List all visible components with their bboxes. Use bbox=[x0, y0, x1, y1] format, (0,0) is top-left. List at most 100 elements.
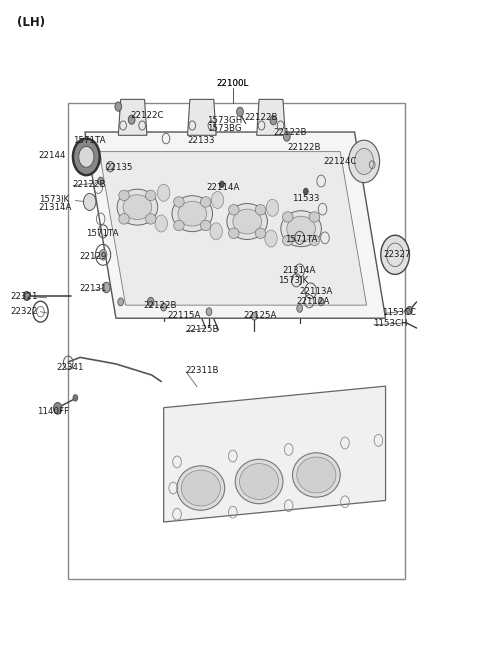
Circle shape bbox=[24, 291, 30, 300]
Text: 1571TA: 1571TA bbox=[73, 136, 106, 145]
Text: 22125B: 22125B bbox=[185, 325, 218, 335]
Circle shape bbox=[98, 177, 104, 185]
Ellipse shape bbox=[200, 197, 211, 207]
Circle shape bbox=[270, 115, 277, 125]
Circle shape bbox=[283, 132, 290, 141]
Text: 1573BG: 1573BG bbox=[206, 123, 241, 133]
Text: 22122B: 22122B bbox=[72, 180, 106, 189]
Circle shape bbox=[103, 282, 110, 293]
Circle shape bbox=[99, 250, 107, 260]
Circle shape bbox=[265, 230, 277, 247]
Ellipse shape bbox=[297, 457, 336, 493]
Text: 22125A: 22125A bbox=[244, 311, 277, 320]
Polygon shape bbox=[99, 152, 367, 305]
Text: 22113A: 22113A bbox=[300, 287, 333, 296]
Circle shape bbox=[237, 107, 243, 116]
Text: 1573JK: 1573JK bbox=[278, 276, 308, 285]
Text: 22122B: 22122B bbox=[245, 113, 278, 122]
Bar bbox=[24, 293, 29, 299]
Ellipse shape bbox=[282, 236, 293, 246]
Ellipse shape bbox=[145, 214, 156, 224]
Text: (LH): (LH) bbox=[17, 16, 45, 29]
Polygon shape bbox=[188, 99, 216, 135]
Ellipse shape bbox=[287, 216, 315, 241]
Ellipse shape bbox=[348, 140, 380, 182]
Ellipse shape bbox=[255, 228, 266, 239]
Text: 22100L: 22100L bbox=[216, 79, 249, 88]
Text: 22322: 22322 bbox=[10, 307, 37, 316]
Circle shape bbox=[318, 298, 324, 306]
Circle shape bbox=[297, 304, 302, 312]
Text: 22144: 22144 bbox=[38, 151, 66, 160]
Text: 22122B: 22122B bbox=[288, 143, 321, 152]
Ellipse shape bbox=[174, 220, 184, 231]
Text: 1571TA: 1571TA bbox=[86, 229, 119, 237]
Circle shape bbox=[155, 215, 168, 232]
Text: 22122B: 22122B bbox=[274, 127, 307, 136]
Ellipse shape bbox=[172, 195, 213, 232]
Polygon shape bbox=[118, 99, 147, 135]
Circle shape bbox=[381, 236, 409, 274]
Ellipse shape bbox=[177, 466, 225, 510]
Circle shape bbox=[53, 403, 62, 414]
Text: 22112A: 22112A bbox=[296, 297, 330, 306]
Ellipse shape bbox=[200, 220, 211, 231]
Ellipse shape bbox=[240, 464, 279, 499]
Text: 1573GH: 1573GH bbox=[206, 115, 242, 125]
Ellipse shape bbox=[309, 236, 320, 246]
Ellipse shape bbox=[123, 195, 152, 220]
Circle shape bbox=[107, 161, 114, 172]
Ellipse shape bbox=[174, 197, 184, 207]
Circle shape bbox=[407, 306, 412, 314]
Circle shape bbox=[252, 312, 257, 320]
Ellipse shape bbox=[233, 209, 262, 234]
Circle shape bbox=[79, 146, 94, 167]
Ellipse shape bbox=[119, 190, 129, 201]
Ellipse shape bbox=[282, 212, 293, 222]
Text: 22133: 22133 bbox=[188, 136, 215, 145]
Text: 22100L: 22100L bbox=[216, 79, 249, 88]
Text: 22131: 22131 bbox=[79, 284, 107, 293]
Text: 11533: 11533 bbox=[292, 194, 320, 203]
Circle shape bbox=[210, 223, 222, 240]
Text: 22114A: 22114A bbox=[206, 183, 240, 192]
Ellipse shape bbox=[145, 190, 156, 201]
Ellipse shape bbox=[227, 203, 267, 239]
Circle shape bbox=[73, 395, 78, 401]
Text: 22124C: 22124C bbox=[324, 157, 357, 166]
Circle shape bbox=[161, 303, 167, 311]
Polygon shape bbox=[257, 99, 285, 135]
Circle shape bbox=[128, 115, 135, 124]
Text: 22129: 22129 bbox=[79, 252, 107, 260]
Circle shape bbox=[118, 298, 123, 306]
Ellipse shape bbox=[228, 205, 239, 215]
Text: 1573JK: 1573JK bbox=[38, 195, 69, 204]
Circle shape bbox=[147, 297, 154, 306]
Text: 1140FF: 1140FF bbox=[37, 407, 69, 416]
Ellipse shape bbox=[281, 211, 322, 247]
Ellipse shape bbox=[117, 189, 157, 225]
Ellipse shape bbox=[255, 205, 266, 215]
Polygon shape bbox=[85, 132, 385, 318]
Bar bbox=[68, 102, 405, 579]
Circle shape bbox=[303, 188, 308, 195]
Circle shape bbox=[157, 184, 170, 201]
Ellipse shape bbox=[235, 459, 283, 504]
Circle shape bbox=[73, 138, 100, 175]
Text: 1153CC: 1153CC bbox=[382, 308, 416, 317]
Text: 22115A: 22115A bbox=[168, 311, 201, 320]
Text: 22341: 22341 bbox=[56, 363, 84, 372]
Circle shape bbox=[115, 102, 121, 111]
Text: 22122C: 22122C bbox=[130, 112, 164, 120]
Circle shape bbox=[206, 308, 212, 316]
Circle shape bbox=[84, 194, 96, 211]
Ellipse shape bbox=[178, 201, 206, 226]
Circle shape bbox=[266, 199, 279, 216]
Ellipse shape bbox=[309, 212, 320, 222]
Text: 1571TA: 1571TA bbox=[285, 235, 318, 243]
Circle shape bbox=[219, 181, 224, 188]
Circle shape bbox=[211, 192, 224, 209]
Text: 22135: 22135 bbox=[106, 163, 133, 173]
Ellipse shape bbox=[119, 214, 129, 224]
Text: 22321: 22321 bbox=[10, 292, 37, 301]
